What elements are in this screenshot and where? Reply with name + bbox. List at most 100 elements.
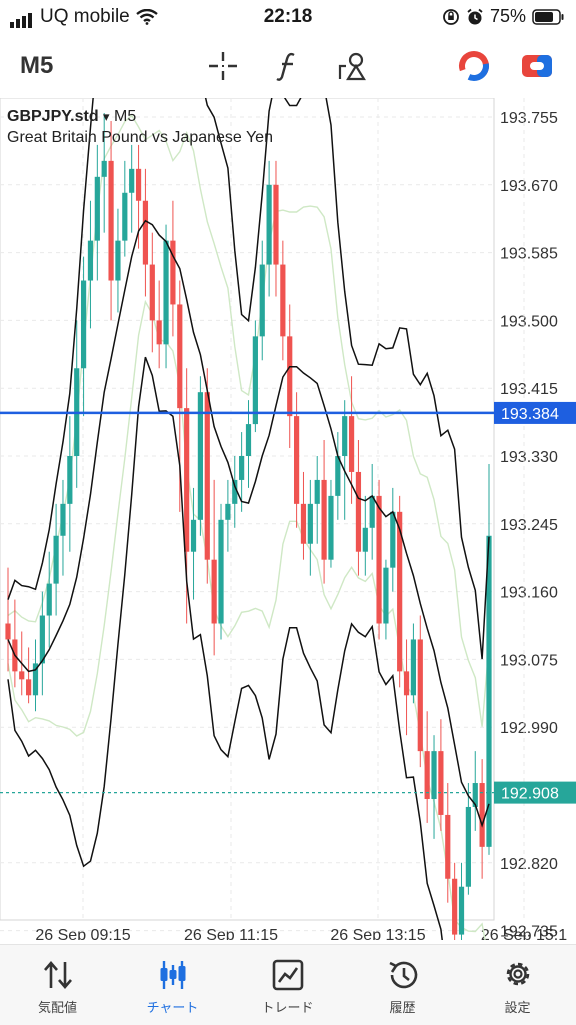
candle-body [321,479,327,560]
trade-icon[interactable] [456,48,492,84]
candle-body [135,168,142,201]
candle-body [314,479,320,504]
bollinger-lower-line [7,356,486,1025]
bollinger-middle-line [7,219,490,828]
symbol-description: Great Britain Pound vs Japanese Yen [7,129,273,146]
candle-body [390,511,396,568]
candle-body [472,783,478,807]
rotation-lock-icon [443,8,459,25]
price-axis-label: 193.075 [500,652,558,669]
candle-body [397,511,403,672]
candle-body [452,878,458,935]
tab-history[interactable]: 履歴 [345,945,460,1025]
candle-body [328,495,334,560]
candle-body [273,184,279,265]
current-price-label: 193.384 [501,406,559,423]
tab-trade-label: トレード [261,1000,314,1015]
current-price-tag [494,401,576,424]
tab-trade[interactable]: トレード [230,945,345,1025]
objects-icon[interactable] [334,48,370,84]
price-axis-label: 192.820 [500,856,558,873]
tab-settings-label: 設定 [504,1000,531,1015]
timeframe-button[interactable]: M5 [20,52,54,79]
candle-body [376,495,382,624]
candle-body [67,456,73,504]
candle-body [445,814,451,879]
candle-body [362,527,368,552]
signal-icon [10,6,34,28]
candle-body [383,567,389,624]
candle-body [245,424,252,456]
candle-body [115,240,121,281]
chart-legend: GBPJPY.std ▾ M5 Great Britain Pound vs J… [7,106,273,148]
candle-body [417,639,423,752]
bollinger-upper-line [7,0,490,660]
candle-body [108,160,114,281]
price-axis-label: 193.500 [500,313,558,330]
candle-body [259,264,265,337]
chart-icon [160,961,185,989]
candle-body [156,320,162,345]
candle-body [163,240,169,345]
history-icon [388,961,417,989]
time-axis-label: 26 Sep 09:15 [35,927,130,940]
candle-body [307,503,313,544]
bid-price-tag [494,781,576,804]
symbol-name[interactable]: GBPJPY.std [7,108,99,125]
price-axis-label: 193.585 [500,246,558,263]
tab-chart[interactable]: チャート [115,945,230,1025]
candle-body [280,264,286,337]
alarm-icon [467,8,483,24]
candle-body [369,495,375,528]
price-axis-label: 193.330 [500,449,558,466]
tab-quotes[interactable]: 気配値 [0,945,115,1025]
quotes-icon [43,961,72,989]
tab-settings[interactable]: 設定 [460,945,575,1025]
switch-icon[interactable] [519,48,555,84]
candle-body [53,535,59,584]
status-bar: UQ mobile 22:18 75% [0,0,576,34]
tab-quotes-label: 気配値 [37,1000,77,1015]
candle-body [60,503,66,536]
candle-body [129,168,135,193]
candle-body [204,392,210,560]
status-right: 75% [442,6,564,27]
price-axis-label: 193.415 [500,381,558,398]
tab-history-label: 履歴 [389,1000,416,1015]
candle-body [348,416,355,472]
candle-body [32,663,39,696]
candle-body [122,192,128,241]
crosshair-icon[interactable] [205,48,241,84]
candle-body [403,671,410,696]
chart-period: M5 [114,108,137,125]
candle-body [46,583,52,616]
candle-body [211,559,217,624]
candle-body [5,623,11,640]
candle-body [424,751,430,799]
candle-body [26,679,32,696]
function-icon[interactable] [270,48,306,84]
candle-body [225,503,231,520]
candle-body [266,184,272,265]
price-axis-label: 193.245 [500,517,558,534]
price-axis-label: 193.755 [500,110,558,127]
candle-body [458,886,465,935]
time-axis-label: 26 Sep 13:15 [330,927,425,940]
candle-body [177,304,183,409]
candle-body [190,519,197,552]
candle-body [335,456,341,496]
candle-body [300,503,307,544]
candle-body [287,336,293,417]
candle-body [149,264,155,321]
price-axis-label: 192.990 [500,720,558,737]
candle-body [19,671,25,680]
candle-body [80,280,87,369]
price-axis-label: 192.735 [500,924,558,940]
wifi-icon [136,9,158,25]
symbol-dropdown-icon[interactable]: ▾ [103,109,110,124]
candle-body [342,416,348,456]
candle-body [184,408,190,552]
candle-body [410,639,417,696]
